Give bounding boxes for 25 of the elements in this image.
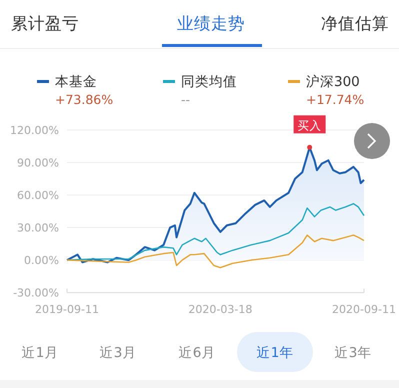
x-tick-label: 2020-09-11 xyxy=(332,303,396,316)
x-tick-label: 2019-09-11 xyxy=(35,303,99,316)
text: 近6月 xyxy=(178,345,216,361)
legend-label: 同类均值 xyxy=(181,74,237,90)
text: +17.74% xyxy=(306,92,364,107)
y-tick-label: -30.00% xyxy=(13,286,59,300)
y-tick-label: 120.00% xyxy=(10,124,59,137)
text: -- xyxy=(181,92,190,107)
text: 业绩走势 xyxy=(177,14,245,33)
text: 近3年 xyxy=(334,345,372,361)
legend-label: 沪深300 xyxy=(306,74,360,90)
text: 近3月 xyxy=(100,345,136,361)
text: 累计盈亏 xyxy=(11,14,79,33)
text: +73.86% xyxy=(55,92,114,107)
line-series xyxy=(66,234,365,268)
legend-label: 本基金 xyxy=(55,74,97,90)
text: 近1年 xyxy=(256,345,294,361)
y-tick-label: 90.00% xyxy=(17,156,59,170)
text: 近1月 xyxy=(22,345,58,361)
y-tick-label: 30.00% xyxy=(17,222,59,235)
y-tick-label: 60.00% xyxy=(17,189,59,202)
text: 净值估算 xyxy=(321,14,389,33)
x-tick-label: 2020-03-18 xyxy=(188,303,252,316)
annotation: 买入 xyxy=(298,118,322,132)
y-tick-label: 0.00% xyxy=(24,254,59,268)
